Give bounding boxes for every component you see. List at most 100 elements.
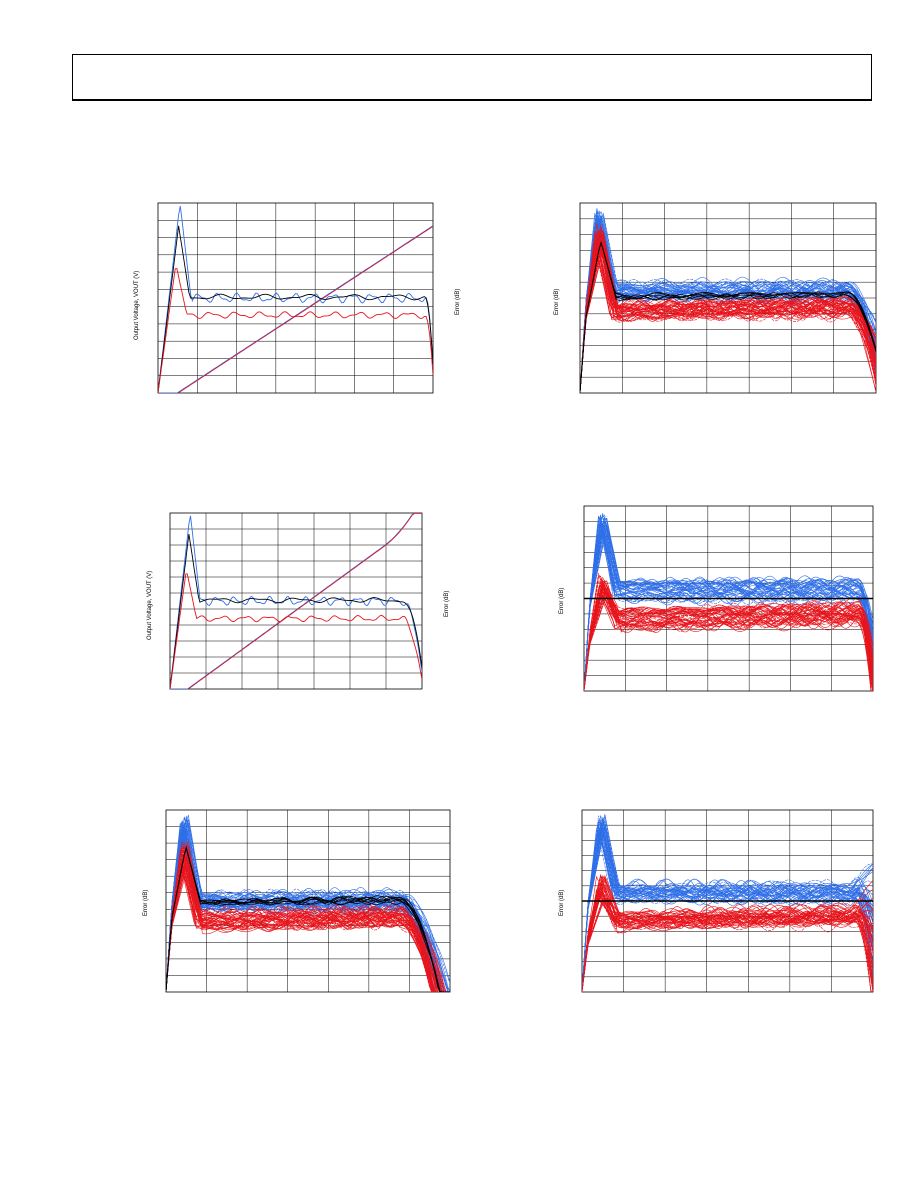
plot-p2 bbox=[579, 202, 877, 394]
p4-blue-trace-24 bbox=[584, 523, 873, 691]
plots-layer bbox=[157, 202, 877, 993]
p3-error-trace-black bbox=[170, 534, 422, 689]
p2-black-trace-0 bbox=[580, 241, 876, 393]
p4-red-trace-41 bbox=[584, 596, 873, 691]
plot3-y2label: Error (dB) bbox=[444, 591, 450, 617]
p2-black-trace-5 bbox=[580, 241, 876, 393]
p5-red-trace-40 bbox=[166, 840, 450, 992]
p6-red-trace-13 bbox=[582, 874, 873, 992]
plot-p1 bbox=[157, 202, 434, 394]
p2-red-trace-28 bbox=[580, 244, 876, 393]
p5-black-trace-6 bbox=[166, 846, 450, 992]
p4-traces bbox=[584, 513, 873, 691]
p6-red-trace-20 bbox=[582, 897, 873, 992]
plot6-ylabel: Error (dB) bbox=[559, 890, 565, 916]
p6-blue-trace-27 bbox=[582, 824, 873, 992]
p5-traces bbox=[166, 814, 450, 992]
p2-traces bbox=[580, 208, 876, 393]
p6-blue-trace-35 bbox=[582, 828, 873, 992]
plot-p5 bbox=[165, 809, 451, 993]
p3-vout-ramp-blue bbox=[170, 513, 422, 689]
p6-red-trace-39 bbox=[582, 901, 873, 992]
p4-red-trace-43 bbox=[584, 580, 873, 691]
p5-red-trace-34 bbox=[166, 857, 450, 992]
p1-error-trace-red bbox=[158, 268, 433, 393]
p6-blue-trace-28 bbox=[582, 821, 873, 992]
p1-vout-ramp-blue bbox=[158, 225, 433, 393]
p4-red-trace-34 bbox=[584, 580, 873, 691]
p1-traces bbox=[158, 205, 433, 393]
p4-blue-trace-38 bbox=[584, 520, 873, 691]
p1-error-trace-blue bbox=[158, 205, 433, 393]
p5-black-trace-2 bbox=[166, 846, 450, 992]
p2-red-trace-42 bbox=[580, 233, 876, 393]
p4-red-trace-27 bbox=[584, 584, 873, 691]
p6-red-trace-22 bbox=[582, 886, 873, 992]
p2-black-trace-4 bbox=[580, 241, 876, 393]
p3-traces bbox=[170, 513, 422, 689]
p2-black-trace-1 bbox=[580, 241, 876, 393]
plot3-ylabel: Output Voltage, VOUT (V) bbox=[147, 571, 153, 640]
plot1-ylabel: Output Voltage, VOUT (V) bbox=[134, 271, 140, 340]
p5-red-trace-22 bbox=[166, 847, 450, 992]
p2-blue-trace-19 bbox=[580, 211, 876, 393]
p6-red-trace-12 bbox=[582, 881, 873, 992]
p5-red-trace-42 bbox=[166, 864, 450, 992]
plot-p3 bbox=[169, 512, 423, 690]
p6-red-trace-36 bbox=[582, 897, 873, 992]
p6-blue-trace-26 bbox=[582, 820, 873, 992]
plot-p6 bbox=[581, 809, 874, 993]
p5-red-trace-43 bbox=[166, 860, 450, 992]
p4-red-trace-44 bbox=[584, 582, 873, 691]
p4-red-trace-39 bbox=[584, 581, 873, 691]
p5-red-trace-37 bbox=[166, 854, 450, 992]
p4-blue-trace-21 bbox=[584, 518, 873, 691]
p2-red-trace-41 bbox=[580, 239, 876, 393]
p2-blue-trace-24 bbox=[580, 226, 876, 393]
p6-blue-trace-32 bbox=[582, 822, 873, 992]
p5-black-trace-7 bbox=[166, 846, 450, 992]
p4-red-trace-30 bbox=[584, 592, 873, 691]
p2-red-trace-43 bbox=[580, 227, 876, 393]
plot2-ylabel: Error (dB) bbox=[554, 289, 560, 315]
p2-blue-trace-36 bbox=[580, 215, 876, 393]
p6-blue-trace-23 bbox=[582, 817, 873, 992]
p5-red-trace-44 bbox=[166, 845, 450, 992]
plot-p4 bbox=[583, 505, 874, 692]
p6-blue-trace-38 bbox=[582, 815, 873, 992]
p3-frame bbox=[169, 512, 423, 690]
p4-red-trace-26 bbox=[584, 583, 873, 691]
p3-vout-ramp-red bbox=[187, 513, 422, 689]
p4-blue-trace-30 bbox=[584, 514, 873, 691]
plot4-ylabel: Error (dB) bbox=[559, 588, 565, 614]
p6-red-trace-44 bbox=[582, 884, 873, 992]
p4-blue-trace-26 bbox=[584, 526, 873, 691]
p3-error-trace-red bbox=[170, 573, 422, 689]
p4-blue-trace-34 bbox=[584, 522, 873, 691]
p5-blue-trace-43 bbox=[166, 831, 450, 992]
p5-black-trace-3 bbox=[166, 846, 450, 992]
p2-red-trace-40 bbox=[580, 243, 876, 393]
p5-red-trace-20 bbox=[166, 847, 450, 992]
p2-red-trace-44 bbox=[580, 246, 876, 393]
p2-blue-trace-26 bbox=[580, 221, 876, 393]
p4-blue-trace-18 bbox=[584, 523, 873, 691]
p6-red-trace-41 bbox=[582, 893, 873, 992]
p4-red-trace-19 bbox=[584, 590, 873, 691]
p4-blue-trace-25 bbox=[584, 527, 873, 691]
plot1-y2label: Error (dB) bbox=[455, 289, 461, 315]
p6-blue-trace-39 bbox=[582, 816, 873, 992]
p4-blue-trace-28 bbox=[584, 527, 873, 691]
p6-red-trace-33 bbox=[582, 878, 873, 992]
page-header-box bbox=[72, 54, 872, 101]
p6-red-trace-35 bbox=[582, 876, 873, 992]
p5-blue-trace-32 bbox=[166, 827, 450, 992]
p4-blue-trace-29 bbox=[584, 514, 873, 691]
p6-blue-trace-34 bbox=[582, 830, 873, 992]
p4-red-trace-42 bbox=[584, 593, 873, 691]
p2-red-trace-25 bbox=[580, 235, 876, 393]
p5-red-trace-17 bbox=[166, 863, 450, 992]
p6-blue-trace-24 bbox=[582, 821, 873, 992]
p2-red-trace-29 bbox=[580, 248, 876, 393]
